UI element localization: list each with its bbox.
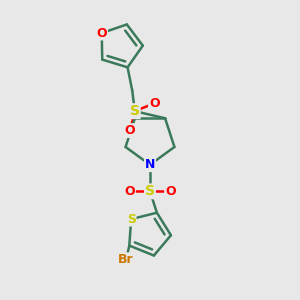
Text: O: O [165,185,176,198]
Text: S: S [127,213,136,226]
Text: O: O [125,124,135,137]
Text: Br: Br [118,253,134,266]
Text: O: O [97,27,107,40]
Text: N: N [145,158,155,171]
Text: O: O [149,97,160,110]
Text: S: S [130,104,140,118]
Text: O: O [124,185,135,198]
Text: S: S [145,184,155,198]
